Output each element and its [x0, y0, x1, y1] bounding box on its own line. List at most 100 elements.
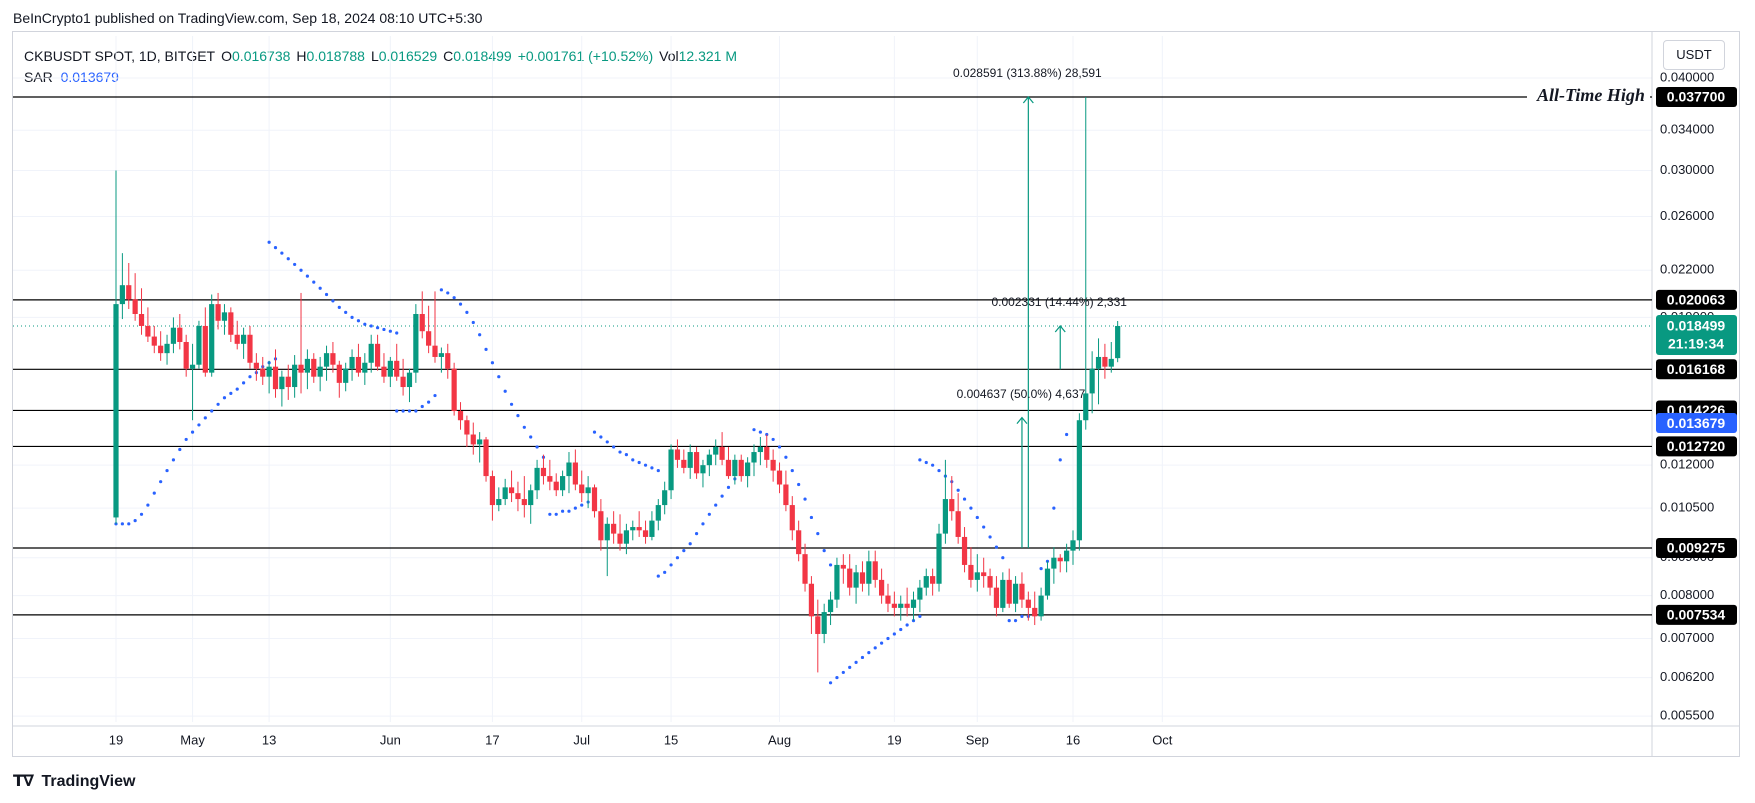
sar-value: 0.013679 — [60, 69, 119, 85]
candle-body — [253, 362, 259, 369]
price-axis-tick: 0.010500 — [1660, 500, 1714, 515]
candle-body — [681, 459, 687, 468]
sar-dot — [427, 400, 431, 404]
candle — [419, 291, 425, 339]
candle-body — [904, 603, 910, 608]
candle — [1012, 576, 1019, 613]
sar-dot — [242, 381, 246, 385]
candle — [930, 568, 936, 596]
candle-body — [591, 487, 598, 512]
sar-dot — [669, 563, 673, 567]
candle-body — [796, 530, 802, 555]
candle-body — [1038, 595, 1044, 617]
sar-dot — [293, 262, 297, 267]
candle — [955, 493, 961, 544]
candle — [1089, 351, 1095, 414]
candle — [923, 568, 929, 596]
candle — [834, 557, 840, 608]
sar-dot — [784, 455, 788, 459]
sar-dot — [988, 535, 992, 539]
candle — [738, 454, 744, 482]
measure-label: 0.028591 (313.88%) 28,591 — [953, 66, 1102, 80]
candle — [1064, 543, 1070, 573]
candle-body — [566, 462, 572, 477]
level-price-tag — [1656, 359, 1737, 380]
candle — [866, 550, 872, 596]
price-axis-tick: 0.030000 — [1660, 162, 1714, 177]
sar-dot — [592, 430, 597, 434]
sar-dot — [605, 440, 609, 444]
candle-body — [560, 476, 566, 491]
sar-dot — [624, 453, 629, 457]
sar-dot — [210, 409, 214, 413]
candle-body — [515, 493, 521, 500]
price-range-measure: 0.002331 (14.44%) 2,331 — [992, 295, 1127, 370]
sar-dot — [1001, 556, 1005, 560]
tradingview-logo[interactable]: Τ∇ TradingView — [13, 771, 135, 791]
price-axis-tick: 0.012000 — [1660, 457, 1714, 472]
candle-body — [292, 364, 298, 388]
candle — [827, 591, 834, 626]
symbol-label[interactable]: CKBUSDT SPOT, 1D, BITGET — [24, 48, 216, 64]
currency-button[interactable]: USDT — [1663, 40, 1725, 70]
candle — [515, 481, 521, 512]
candle — [687, 444, 693, 479]
candle — [234, 320, 240, 350]
candle-body — [394, 360, 400, 377]
candle — [693, 446, 700, 479]
candle — [477, 432, 483, 463]
candle-body — [138, 314, 145, 326]
candle — [247, 325, 253, 369]
sar-price-tag-text: 0.013679 — [1667, 415, 1726, 431]
candle-body — [413, 314, 419, 373]
candle-body — [209, 304, 215, 373]
candle — [540, 454, 547, 485]
sar-dot — [375, 326, 380, 330]
candle-body — [183, 341, 189, 369]
candle-body — [362, 362, 368, 373]
sar-dot — [452, 296, 456, 300]
sar-dot — [471, 320, 475, 325]
candle — [853, 564, 859, 604]
candle — [202, 307, 208, 377]
sar-label[interactable]: SAR — [24, 69, 53, 85]
candle-body — [910, 599, 917, 608]
candle-body — [426, 331, 432, 346]
candle-body — [827, 599, 834, 613]
candle — [381, 353, 387, 383]
sar-dot — [567, 509, 571, 513]
sar-dot — [701, 522, 705, 526]
candle — [132, 273, 138, 321]
candle — [464, 415, 470, 447]
sar-dot — [344, 310, 348, 314]
sar-dot — [503, 389, 507, 393]
sar-dot — [714, 503, 718, 507]
candle-body — [853, 572, 859, 588]
candle — [260, 356, 266, 385]
price-axis-tick: 0.040000 — [1660, 69, 1714, 84]
sar-dot — [1013, 619, 1018, 623]
candle — [406, 368, 413, 403]
sar-dot — [880, 641, 884, 645]
candle — [1115, 320, 1121, 363]
candle-body — [336, 364, 342, 383]
candle-body — [936, 533, 942, 584]
sar-dot — [548, 512, 552, 516]
sar-dot — [561, 509, 565, 513]
candle-body — [1089, 368, 1095, 394]
candle — [145, 307, 151, 342]
candle — [974, 554, 980, 592]
candle — [183, 334, 189, 377]
candle-body — [189, 364, 196, 369]
price-axis-tick: 0.034000 — [1660, 122, 1714, 137]
sar-dot — [771, 437, 775, 442]
sar-dot — [127, 522, 131, 526]
sar-dot — [860, 655, 865, 660]
sar-dot — [280, 251, 284, 255]
candle-body — [438, 353, 444, 357]
candle — [413, 304, 419, 383]
candle-body — [470, 434, 476, 445]
candle — [502, 478, 508, 506]
sar-dot — [356, 319, 361, 323]
